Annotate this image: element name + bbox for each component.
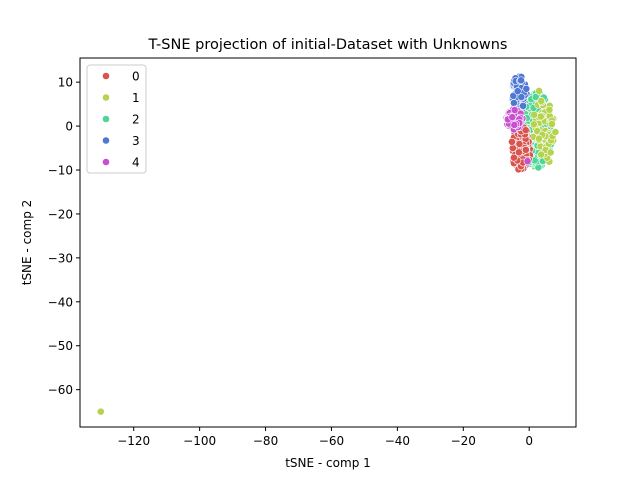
legend-marker bbox=[102, 93, 110, 102]
x-tick-label: −100 bbox=[183, 434, 216, 448]
legend-label: 4 bbox=[132, 156, 140, 170]
scatter-point-1 bbox=[96, 407, 105, 416]
y-tick-label: −40 bbox=[48, 295, 73, 309]
scatter-point-4 bbox=[523, 157, 532, 166]
scatter-point-1 bbox=[547, 120, 556, 128]
scatter-point-1 bbox=[545, 105, 554, 114]
chart-title: T-SNE projection of initial-Dataset with… bbox=[148, 37, 508, 53]
scatter-point-0 bbox=[521, 126, 530, 135]
scatter-point-3 bbox=[510, 98, 518, 107]
axes-frame bbox=[79, 57, 577, 428]
scatter-point-1 bbox=[546, 148, 555, 157]
scatter-point-3 bbox=[517, 93, 526, 101]
scatter-point-0 bbox=[514, 148, 523, 157]
legend-marker bbox=[102, 115, 110, 123]
x-tick-label: −20 bbox=[451, 434, 476, 448]
y-tick-label: −60 bbox=[48, 383, 73, 397]
scatter-point-3 bbox=[519, 101, 527, 110]
x-axis-ticks: −120 −100 −80 −60 −40 −20 0 bbox=[117, 427, 533, 448]
legend-marker bbox=[102, 158, 110, 166]
scatter-point-1 bbox=[537, 96, 546, 105]
legend-marker bbox=[102, 72, 110, 80]
scatter-point-1 bbox=[537, 150, 546, 159]
legend-frame bbox=[86, 64, 147, 174]
scatter-point-0 bbox=[515, 140, 524, 148]
x-tick-label: 0 bbox=[525, 434, 533, 448]
scatter-point-0 bbox=[521, 145, 530, 154]
legend-label: 0 bbox=[132, 70, 140, 84]
scatter-point-3 bbox=[517, 76, 525, 85]
x-axis-label: tSNE - comp 1 bbox=[285, 456, 371, 470]
legend-label: 1 bbox=[132, 91, 140, 105]
scatter-point-3 bbox=[513, 87, 522, 96]
scatter-point-0 bbox=[510, 153, 518, 162]
y-axis-label: tSNE - comp 2 bbox=[20, 200, 34, 286]
scatter-point-3 bbox=[522, 84, 531, 93]
scatter-point-4 bbox=[510, 121, 519, 129]
x-tick-label: −120 bbox=[117, 434, 150, 448]
x-tick-label: −60 bbox=[319, 434, 344, 448]
y-tick-label: −30 bbox=[48, 251, 73, 265]
legend-label: 2 bbox=[132, 113, 140, 127]
x-tick-label: −80 bbox=[253, 434, 278, 448]
legend-marker bbox=[102, 136, 110, 145]
y-tick-label: 0 bbox=[65, 120, 73, 134]
y-tick-label: −20 bbox=[48, 207, 73, 221]
scatter-point-1 bbox=[535, 134, 543, 143]
legend-label: 3 bbox=[132, 134, 140, 148]
y-tick-label: 10 bbox=[58, 76, 73, 90]
scatter-point-4 bbox=[508, 113, 517, 122]
y-axis-ticks: 10 0 −10 −20 −30 −40 −50 −60 bbox=[48, 76, 80, 397]
y-tick-label: −50 bbox=[48, 339, 73, 353]
scatter-point-1 bbox=[529, 120, 538, 129]
scatter-point-1 bbox=[530, 110, 539, 119]
x-tick-label: −40 bbox=[385, 434, 410, 448]
scatter-point-2 bbox=[531, 93, 540, 101]
scatter-point-0 bbox=[508, 137, 516, 146]
y-tick-label: −10 bbox=[48, 164, 73, 178]
scatter-point-1 bbox=[551, 128, 560, 136]
points-layer bbox=[96, 72, 560, 416]
scatter-point-1 bbox=[535, 87, 543, 95]
scatter-point-1 bbox=[536, 112, 545, 121]
scatter-point-4 bbox=[510, 106, 519, 114]
legend: 0 1 2 3 4 bbox=[86, 64, 147, 174]
